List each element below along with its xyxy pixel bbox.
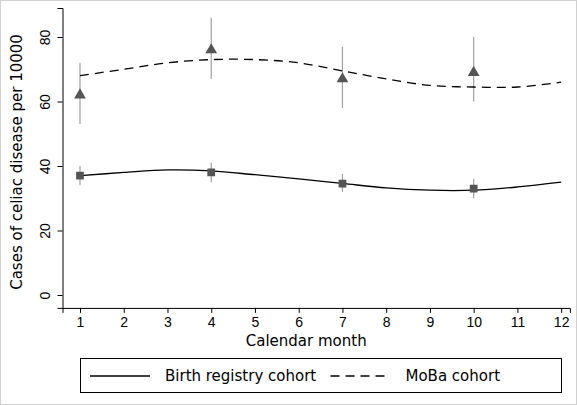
y-tick-label: 40 bbox=[37, 159, 53, 175]
x-tick: 2 bbox=[120, 308, 128, 330]
y-tick-mark bbox=[58, 231, 63, 232]
x-tick: 12 bbox=[554, 308, 570, 330]
x-tick-mark bbox=[255, 308, 256, 313]
y-tick-mark bbox=[58, 37, 63, 38]
marker bbox=[468, 66, 480, 76]
y-tick-mark bbox=[58, 102, 63, 103]
x-tick: 9 bbox=[427, 308, 435, 330]
x-tick-mark bbox=[474, 308, 475, 313]
legend-box bbox=[81, 359, 562, 393]
x-tick-mark bbox=[167, 308, 168, 313]
x-tick: 3 bbox=[164, 308, 172, 330]
x-tick-mark bbox=[124, 308, 125, 313]
x-axis: 123456789101112 bbox=[63, 308, 570, 330]
x-tick-label: 10 bbox=[466, 314, 482, 330]
x-tick-label: 7 bbox=[339, 314, 347, 330]
x-tick: 10 bbox=[466, 308, 482, 330]
marker bbox=[205, 43, 217, 53]
marker bbox=[337, 72, 349, 82]
marker bbox=[74, 88, 86, 98]
y-axis-line bbox=[58, 9, 64, 309]
plot-area bbox=[74, 18, 561, 199]
x-tick-label: 9 bbox=[427, 314, 435, 330]
x-tick-label: 8 bbox=[383, 314, 391, 330]
marker bbox=[470, 185, 478, 193]
x-tick-mark bbox=[561, 308, 562, 313]
marker bbox=[339, 180, 347, 188]
x-tick-label: 6 bbox=[295, 314, 303, 330]
x-tick: 1 bbox=[77, 308, 85, 330]
y-tick-label: 20 bbox=[37, 223, 53, 239]
legend-swatch bbox=[331, 375, 391, 376]
y-tick-mark bbox=[58, 166, 63, 167]
y-axis: 0 20 40 60 80 bbox=[37, 9, 64, 309]
x-tick-label: 11 bbox=[511, 314, 526, 330]
x-axis-line bbox=[63, 308, 570, 313]
x-tick-mark bbox=[386, 308, 387, 313]
y-tick-mark bbox=[58, 295, 63, 296]
x-tick-mark bbox=[430, 308, 431, 313]
x-tick-label: 2 bbox=[120, 314, 128, 330]
x-tick: 7 bbox=[339, 308, 347, 330]
x-tick-mark bbox=[342, 308, 343, 313]
y-tick-label: 0 bbox=[37, 291, 53, 299]
y-tick: 80 bbox=[37, 30, 63, 46]
marker bbox=[207, 169, 215, 177]
y-tick: 60 bbox=[37, 94, 63, 110]
x-tick-label: 3 bbox=[164, 314, 172, 330]
y-tick-label: 60 bbox=[37, 94, 53, 110]
y-tick: 40 bbox=[37, 159, 63, 175]
background bbox=[1, 1, 577, 405]
fitted-line bbox=[80, 170, 561, 191]
x-tick-label: 1 bbox=[77, 314, 85, 330]
x-tick-label: 12 bbox=[554, 314, 570, 330]
y-tick: 0 bbox=[37, 291, 63, 299]
y-tick-label: 80 bbox=[37, 30, 53, 46]
x-tick: 8 bbox=[383, 308, 391, 330]
x-tick-mark bbox=[299, 308, 300, 313]
x-tick: 6 bbox=[295, 308, 303, 330]
marker bbox=[76, 172, 84, 180]
legend-label: MoBa cohort bbox=[406, 367, 501, 385]
x-tick-mark bbox=[80, 308, 81, 313]
chart: 123456789101112020406080Calendar monthCa… bbox=[0, 0, 577, 405]
legend: Birth registry cohort MoBa cohort bbox=[81, 359, 562, 393]
x-tick-mark bbox=[211, 308, 212, 313]
x-tick-label: 5 bbox=[252, 314, 260, 330]
x-tick-mark bbox=[517, 308, 518, 313]
x-axis-title: Calendar month bbox=[246, 332, 367, 350]
y-axis-title: Cases of celiac disease per 10000 bbox=[8, 34, 26, 290]
fitted-line bbox=[80, 59, 561, 87]
legend-swatch bbox=[90, 375, 150, 376]
x-tick: 11 bbox=[511, 308, 526, 330]
x-tick: 5 bbox=[252, 308, 260, 330]
y-tick: 20 bbox=[37, 223, 63, 239]
x-tick-label: 4 bbox=[208, 314, 216, 330]
legend-label: Birth registry cohort bbox=[165, 367, 316, 385]
x-tick: 4 bbox=[208, 308, 216, 330]
